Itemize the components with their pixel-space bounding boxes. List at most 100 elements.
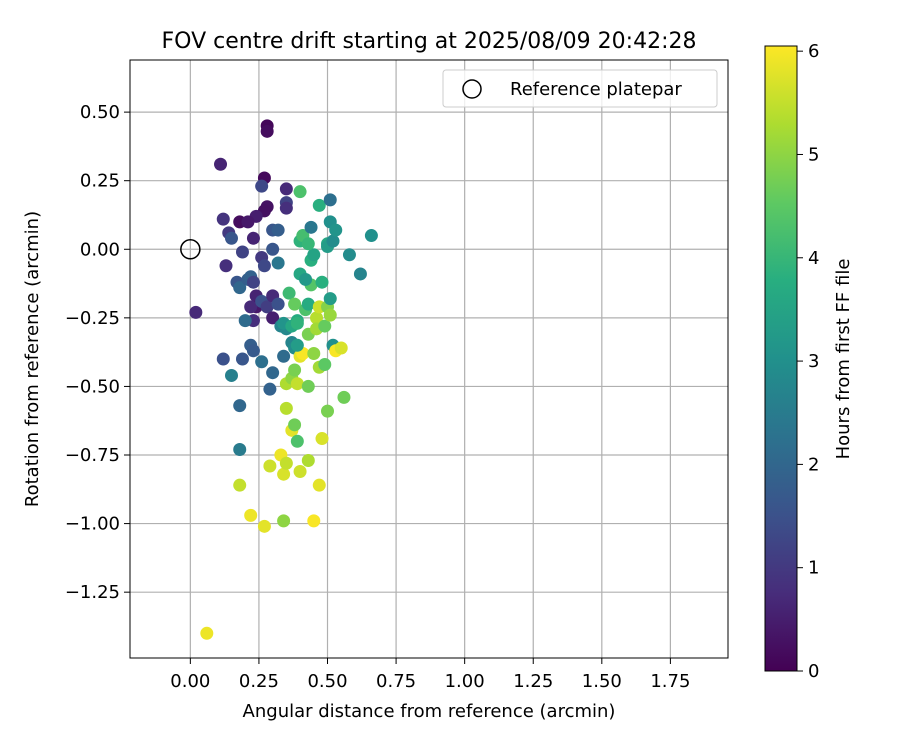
scatter-point bbox=[301, 379, 315, 393]
scatter-point bbox=[200, 626, 214, 640]
scatter-point bbox=[271, 297, 285, 311]
colorbar-tick-label: 4 bbox=[808, 248, 819, 269]
scatter-point bbox=[288, 418, 302, 432]
grid-lines bbox=[130, 60, 728, 658]
scatter-point bbox=[290, 377, 304, 391]
plot-frame bbox=[129, 59, 729, 659]
scatter-point bbox=[233, 443, 247, 457]
y-tick-label: −0.75 bbox=[65, 445, 120, 466]
y-tick-label: −1.00 bbox=[65, 514, 120, 535]
x-axis-label: Angular distance from reference (arcmin) bbox=[243, 701, 616, 722]
scatter-point bbox=[224, 231, 238, 245]
scatter-point bbox=[266, 311, 280, 325]
scatter-point bbox=[279, 182, 293, 196]
scatter-point bbox=[307, 248, 321, 262]
y-tick-label: 0.50 bbox=[80, 102, 120, 123]
x-tick-label: 1.75 bbox=[650, 671, 690, 692]
scatter-point bbox=[342, 248, 356, 262]
y-tick-label: −0.25 bbox=[65, 308, 120, 329]
scatter-point bbox=[271, 223, 285, 237]
legend-box bbox=[442, 69, 718, 108]
data-points bbox=[189, 119, 378, 640]
scatter-point bbox=[277, 514, 291, 528]
scatter-point bbox=[279, 401, 293, 415]
scatter-point bbox=[216, 352, 230, 366]
y-tick-label: 0.00 bbox=[80, 239, 120, 260]
scatter-point bbox=[293, 464, 307, 478]
y-axis-ticks: 0.50 0.25 0.00 −0.25 −0.50 −0.75 −1.00 −1.25 bbox=[65, 102, 130, 603]
scatter-point bbox=[307, 514, 321, 528]
scatter-point bbox=[233, 281, 247, 295]
scatter-point bbox=[216, 212, 230, 226]
reference-marker-layer bbox=[180, 239, 201, 260]
x-tick-label: 1.50 bbox=[582, 671, 622, 692]
scatter-point bbox=[307, 347, 321, 361]
scatter-point bbox=[246, 275, 260, 289]
scatter-point bbox=[288, 363, 302, 377]
scatter-point bbox=[244, 508, 258, 522]
colorbar-ticks: 0 1 2 3 4 5 6 bbox=[797, 41, 819, 682]
x-tick-label: 1.00 bbox=[445, 671, 485, 692]
scatter-point bbox=[233, 399, 247, 413]
scatter-point bbox=[364, 229, 378, 243]
scatter-point bbox=[238, 314, 252, 328]
y-axis-label: Rotation from reference (arcmin) bbox=[22, 211, 43, 507]
scatter-point bbox=[235, 245, 249, 259]
scatter-point bbox=[301, 237, 315, 251]
x-tick-label: 0.50 bbox=[307, 671, 347, 692]
scatter-point bbox=[312, 478, 326, 492]
scatter-point bbox=[326, 234, 340, 248]
scatter-point bbox=[263, 459, 277, 473]
colorbar-tick-label: 6 bbox=[808, 41, 819, 62]
x-tick-label: 1.25 bbox=[513, 671, 553, 692]
scatter-point bbox=[293, 185, 307, 199]
scatter-point bbox=[260, 124, 274, 138]
scatter-point bbox=[301, 297, 315, 311]
x-tick-label: 0.00 bbox=[170, 671, 210, 692]
x-tick-label: 0.25 bbox=[239, 671, 279, 692]
scatter-point bbox=[290, 338, 304, 352]
scatter-point bbox=[312, 198, 326, 212]
scatter-point bbox=[271, 256, 285, 270]
scatter-point bbox=[263, 382, 277, 396]
scatter-point bbox=[353, 267, 367, 281]
scatter-point bbox=[337, 390, 351, 404]
colorbar-tick-label: 3 bbox=[808, 351, 819, 372]
scatter-point bbox=[244, 300, 258, 314]
x-tick-label: 0.75 bbox=[376, 671, 416, 692]
legend: Reference platepar bbox=[442, 69, 718, 108]
scatter-point bbox=[279, 456, 293, 470]
scatter-point bbox=[334, 341, 348, 355]
chart-title: FOV centre drift starting at 2025/08/09 … bbox=[162, 29, 697, 54]
scatter-point bbox=[277, 349, 291, 363]
colorbar-tick-label: 0 bbox=[808, 661, 819, 682]
scatter-point bbox=[318, 319, 332, 333]
scatter-point bbox=[257, 519, 271, 533]
scatter-point bbox=[321, 404, 335, 418]
scatter-point bbox=[323, 308, 337, 322]
scatter-point bbox=[260, 300, 274, 314]
scatter-point bbox=[323, 193, 337, 207]
scatter-point bbox=[329, 223, 343, 237]
scatter-point bbox=[290, 316, 304, 330]
scatter-point bbox=[315, 275, 329, 289]
scatter-point bbox=[301, 453, 315, 467]
scatter-point bbox=[282, 286, 296, 300]
scatter-point bbox=[235, 352, 249, 366]
scatter-point bbox=[246, 344, 260, 358]
y-tick-label: −1.25 bbox=[65, 582, 120, 603]
scatter-point bbox=[288, 297, 302, 311]
reference-platepar-marker bbox=[180, 239, 201, 260]
scatter-point bbox=[299, 272, 313, 286]
scatter-point bbox=[310, 311, 324, 325]
scatter-point bbox=[255, 179, 269, 193]
scatter-point bbox=[257, 259, 271, 273]
scatter-point bbox=[266, 242, 280, 256]
colorbar-tick-label: 5 bbox=[808, 144, 819, 165]
scatter-point bbox=[279, 201, 293, 215]
scatter-point bbox=[255, 355, 269, 369]
colorbar bbox=[764, 45, 798, 672]
x-axis-ticks: 0.00 0.25 0.50 0.75 1.00 1.25 1.50 1.75 bbox=[170, 658, 690, 692]
